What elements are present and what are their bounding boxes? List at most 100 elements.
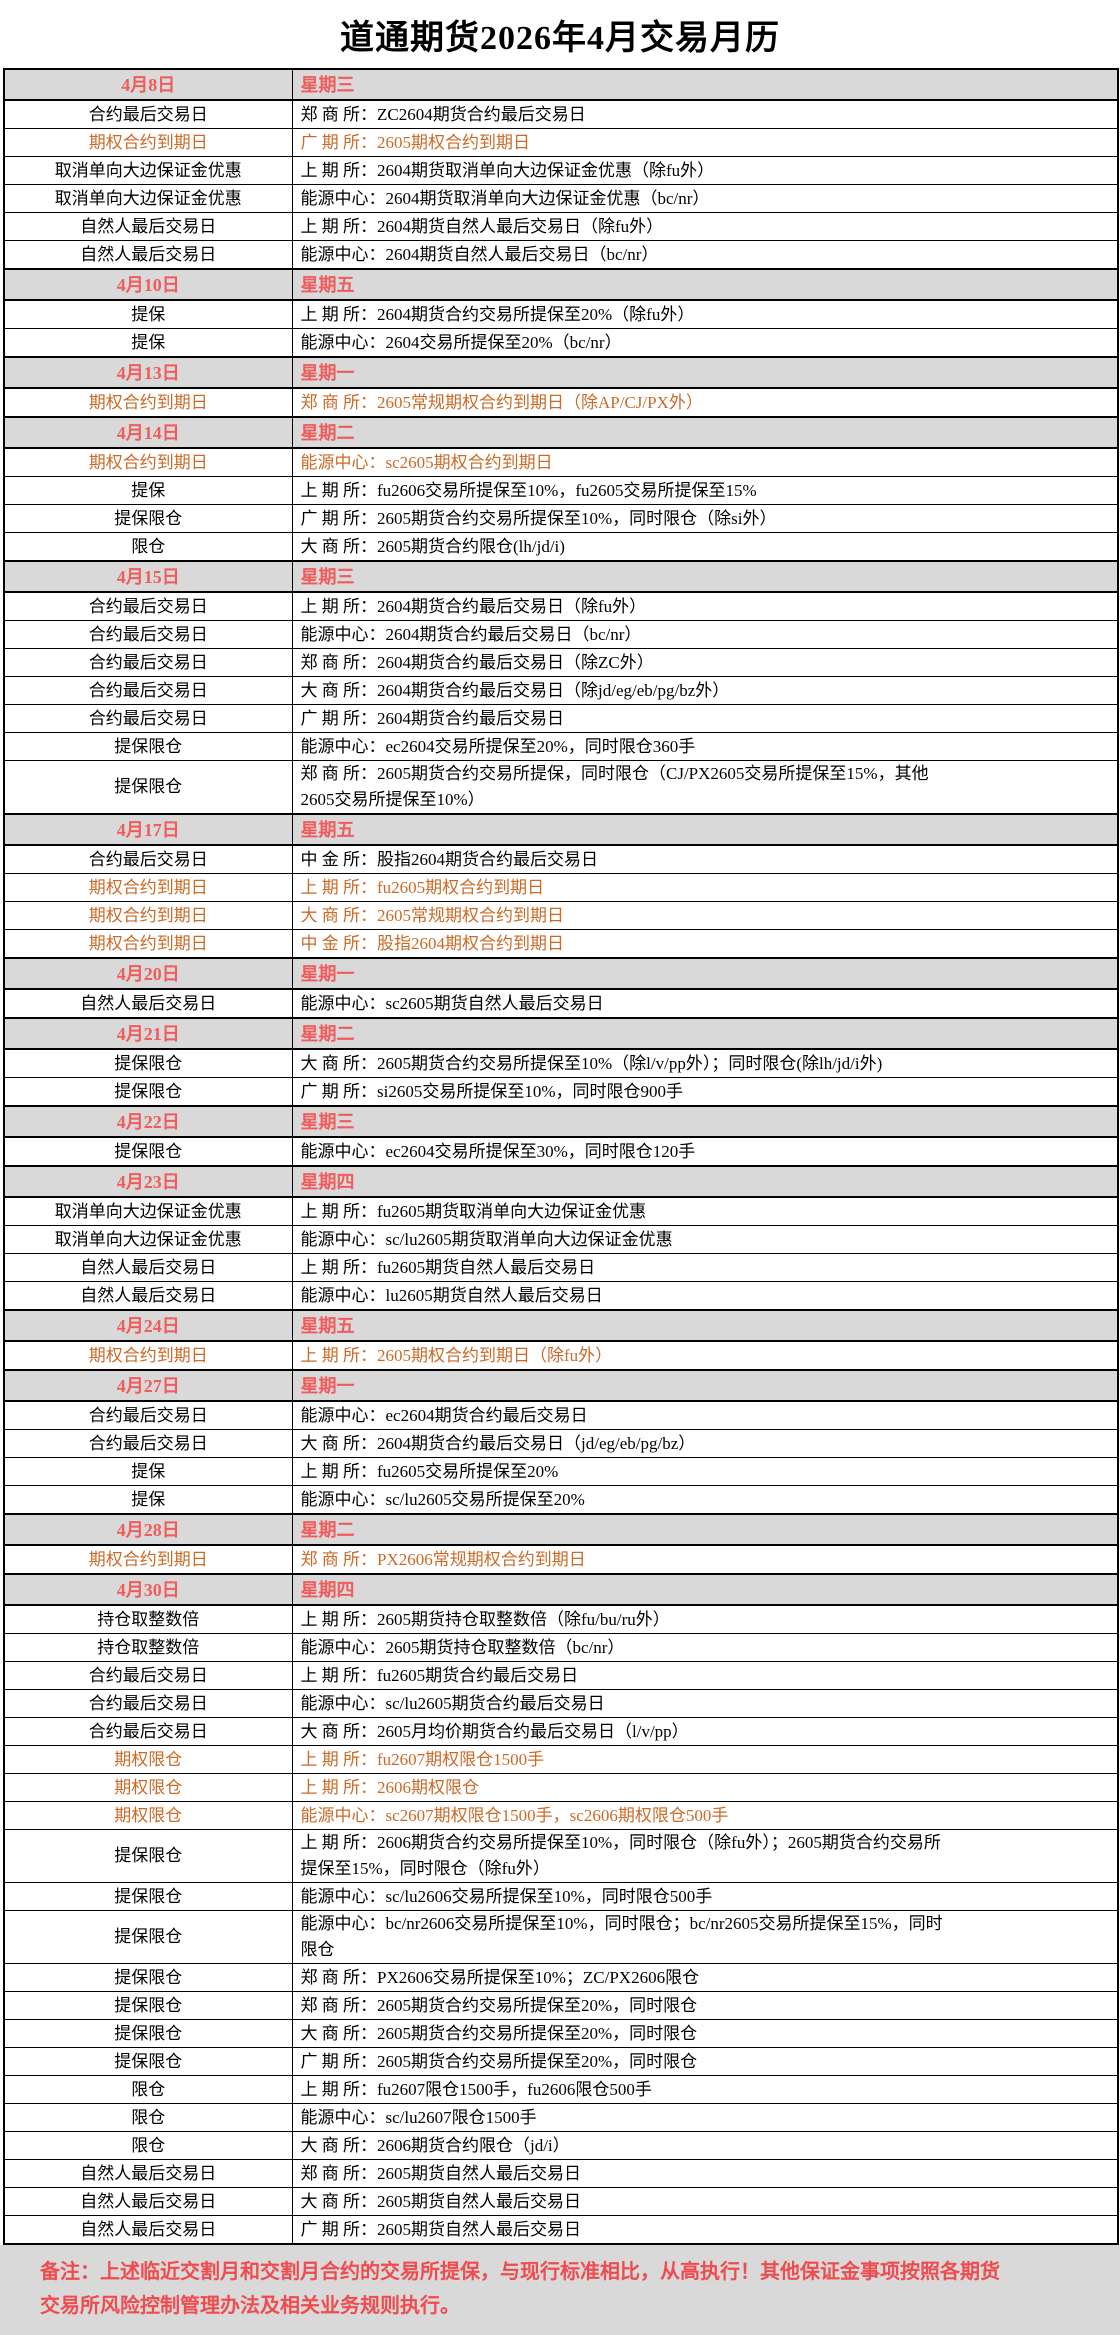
- event-row: 期权合约到期日中 金 所：股指2604期权合约到期日: [3, 929, 1119, 959]
- calendar-table-body: 4月8日 星期三 合约最后交易日郑 商 所：ZC2604期货合约最后交易日 期权合约到…: [3, 68, 1119, 2245]
- event-row: 合约最后交易日大 商 所：2604期货合约最后交易日（除jd/eg/eb/pg/…: [3, 676, 1119, 705]
- event-type-cell: 提保: [3, 328, 293, 358]
- event-detail-cell: 能源中心：2604期货取消单向大边保证金优惠（bc/nr）: [291, 184, 1119, 213]
- event-detail-cell: 能源中心：sc2605期权合约到期日: [291, 447, 1119, 477]
- event-row: 取消单向大边保证金优惠上 期 所：fu2605期货取消单向大边保证金优惠: [3, 1196, 1119, 1226]
- event-row: 自然人最后交易日上 期 所：2604期货自然人最后交易日（除fu外）: [3, 212, 1119, 241]
- event-row: 合约最后交易日广 期 所：2604期货合约最后交易日: [3, 704, 1119, 733]
- date-cell: 4月8日: [3, 68, 293, 101]
- event-detail-cell: 能源中心：bc/nr2606交易所提保至10%，同时限仓；bc/nr2605交易…: [291, 1910, 1119, 1964]
- date-header-row: 4月8日 星期三: [3, 68, 1119, 101]
- date-cell: 4月27日: [3, 1369, 293, 1402]
- date-cell: 4月20日: [3, 957, 293, 990]
- event-detail-cell: 上 期 所：2605期货持仓取整数倍（除fu/bu/ru外）: [291, 1604, 1119, 1634]
- event-type-cell: 持仓取整数倍: [3, 1633, 293, 1662]
- event-row: 合约最后交易日中 金 所：股指2604期货合约最后交易日: [3, 844, 1119, 874]
- event-row: 提保限仓大 商 所：2605期货合约交易所提保至20%，同时限仓: [3, 2019, 1119, 2048]
- weekday-cell: 星期五: [291, 1309, 1119, 1342]
- event-type-cell: 期权限仓: [3, 1773, 293, 1802]
- event-detail-cell: 上 期 所：2604期货合约最后交易日（除fu外）: [291, 591, 1119, 621]
- event-row: 期权合约到期日大 商 所：2605常规期权合约到期日: [3, 901, 1119, 930]
- event-row: 取消单向大边保证金优惠上 期 所：2604期货取消单向大边保证金优惠（除fu外）: [3, 156, 1119, 185]
- event-detail-cell: 能源中心：ec2604交易所提保至20%，同时限仓360手: [291, 732, 1119, 761]
- event-type-cell: 自然人最后交易日: [3, 1281, 293, 1311]
- weekday-cell: 星期四: [291, 1165, 1119, 1198]
- event-type-cell: 自然人最后交易日: [3, 2215, 293, 2245]
- weekday-cell: 星期二: [291, 1017, 1119, 1050]
- event-row: 限仓 能源中心：sc/lu2607限仓1500手: [3, 2103, 1119, 2132]
- event-type-cell: 提保限仓: [3, 504, 293, 533]
- weekday-cell: 星期一: [291, 957, 1119, 990]
- event-row: 提保限仓郑 商 所：PX2606交易所提保至10%；ZC/PX2606限仓: [3, 1963, 1119, 1992]
- event-row: 提保限仓广 期 所：si2605交易所提保至10%，同时限仓900手: [3, 1077, 1119, 1107]
- event-type-cell: 自然人最后交易日: [3, 212, 293, 241]
- event-type-cell: 自然人最后交易日: [3, 988, 293, 1019]
- event-detail-cell: 上 期 所：2606期货合约交易所提保至10%，同时限仓（除fu外）；2605期…: [291, 1829, 1119, 1883]
- event-detail-cell: 郑 商 所：2605期货合约交易所提保，同时限仓（CJ/PX2605交易所提保至…: [291, 760, 1119, 815]
- event-type-cell: 合约最后交易日: [3, 591, 293, 621]
- event-type-cell: 取消单向大边保证金优惠: [3, 1196, 293, 1226]
- event-type-cell: 自然人最后交易日: [3, 240, 293, 270]
- event-type-cell: 提保限仓: [3, 1910, 293, 1964]
- event-type-cell: 提保限仓: [3, 1077, 293, 1107]
- event-type-cell: 合约最后交易日: [3, 1429, 293, 1458]
- event-row: 提保上 期 所：fu2606交易所提保至10%，fu2605交易所提保至15%: [3, 476, 1119, 505]
- date-header-row: 4月14日 星期二: [3, 416, 1119, 449]
- event-detail-cell: 广 期 所：2604期货合约最后交易日: [291, 704, 1119, 733]
- event-detail-cell: 上 期 所：fu2607限仓1500手，fu2606限仓500手: [291, 2075, 1119, 2104]
- event-row: 限仓上 期 所：fu2607限仓1500手，fu2606限仓500手: [3, 2075, 1119, 2104]
- event-row: 自然人最后交易日上 期 所：fu2605期货自然人最后交易日: [3, 1253, 1119, 1282]
- event-row: 期权合约到期日广 期 所：2605期权合约到期日: [3, 128, 1119, 157]
- event-row: 期权合约到期日郑 商 所：PX2606常规期权合约到期日: [3, 1544, 1119, 1575]
- event-detail-cell: 大 商 所：2605期货合约限仓(lh/jd/i): [291, 532, 1119, 562]
- event-detail-cell: 郑 商 所：2604期货合约最后交易日（除ZC外）: [291, 648, 1119, 677]
- date-cell: 4月15日: [3, 560, 293, 593]
- event-detail-cell: 能源中心：sc/lu2606交易所提保至10%，同时限仓500手: [291, 1882, 1119, 1911]
- weekday-cell: 星期二: [291, 1513, 1119, 1546]
- event-detail-cell: 大 商 所：2605期货合约交易所提保至20%，同时限仓: [291, 2019, 1119, 2048]
- event-row: 期权限仓上 期 所：2606期权限仓: [3, 1773, 1119, 1802]
- event-detail-cell: 能源中心：sc/lu2605期货取消单向大边保证金优惠: [291, 1225, 1119, 1254]
- event-row: 自然人最后交易日 能源中心：lu2605期货自然人最后交易日: [3, 1281, 1119, 1311]
- event-detail-cell: 郑 商 所：2605期货自然人最后交易日: [291, 2159, 1119, 2188]
- date-header-row: 4月24日 星期五: [3, 1309, 1119, 1342]
- date-cell: 4月24日: [3, 1309, 293, 1342]
- event-type-cell: 限仓: [3, 2131, 293, 2160]
- event-type-cell: 期权合约到期日: [3, 1340, 293, 1371]
- event-row: 自然人最后交易日广 期 所：2605期货自然人最后交易日: [3, 2215, 1119, 2245]
- event-type-cell: 限仓: [3, 2075, 293, 2104]
- event-detail-cell: 上 期 所：2606期权限仓: [291, 1773, 1119, 1802]
- event-type-cell: 合约最后交易日: [3, 648, 293, 677]
- event-detail-cell: 广 期 所：2605期货合约交易所提保至20%，同时限仓: [291, 2047, 1119, 2076]
- event-row: 提保限仓 能源中心：sc/lu2606交易所提保至10%，同时限仓500手: [3, 1882, 1119, 1911]
- date-header-row: 4月17日 星期五: [3, 813, 1119, 846]
- weekday-cell: 星期三: [291, 560, 1119, 593]
- event-row: 持仓取整数倍上 期 所：2605期货持仓取整数倍（除fu/bu/ru外）: [3, 1604, 1119, 1634]
- event-detail-cell: 郑 商 所：2605常规期权合约到期日（除AP/CJ/PX外）: [291, 387, 1119, 418]
- event-type-cell: 提保限仓: [3, 732, 293, 761]
- event-row: 提保 能源中心：2604交易所提保至20%（bc/nr）: [3, 328, 1119, 358]
- event-detail-cell: 广 期 所：2605期权合约到期日: [291, 128, 1119, 157]
- date-cell: 4月22日: [3, 1105, 293, 1138]
- event-row: 限仓大 商 所：2606期货合约限仓（jd/i）: [3, 2131, 1119, 2160]
- event-detail-cell: 中 金 所：股指2604期货合约最后交易日: [291, 844, 1119, 874]
- event-type-cell: 期权合约到期日: [3, 929, 293, 959]
- event-type-cell: 取消单向大边保证金优惠: [3, 184, 293, 213]
- event-type-cell: 自然人最后交易日: [3, 2159, 293, 2188]
- date-header-row: 4月13日 星期一: [3, 356, 1119, 389]
- event-type-cell: 期权限仓: [3, 1745, 293, 1774]
- event-detail-cell: 上 期 所：fu2605期货取消单向大边保证金优惠: [291, 1196, 1119, 1226]
- event-detail-cell: 能源中心：sc/lu2605期货合约最后交易日: [291, 1689, 1119, 1718]
- event-row: 持仓取整数倍 能源中心：2605期货持仓取整数倍（bc/nr）: [3, 1633, 1119, 1662]
- event-row: 合约最后交易日 能源中心：2604期货合约最后交易日（bc/nr）: [3, 620, 1119, 649]
- event-row: 提保上 期 所：2604期货合约交易所提保至20%（除fu外）: [3, 299, 1119, 329]
- date-cell: 4月17日: [3, 813, 293, 846]
- date-cell: 4月30日: [3, 1573, 293, 1606]
- event-row: 合约最后交易日大 商 所：2605月均价期货合约最后交易日（l/v/pp）: [3, 1717, 1119, 1746]
- event-detail-cell: 广 期 所：2605期货合约交易所提保至10%，同时限仓（除si外）: [291, 504, 1119, 533]
- event-row: 期权合约到期日郑 商 所：2605常规期权合约到期日（除AP/CJ/PX外）: [3, 387, 1119, 418]
- event-detail-cell: 能源中心：ec2604交易所提保至30%，同时限仓120手: [291, 1136, 1119, 1167]
- event-row: 期权合约到期日上 期 所：fu2605期权合约到期日: [3, 873, 1119, 902]
- event-row: 提保限仓上 期 所：2606期货合约交易所提保至10%，同时限仓（除fu外）；2…: [3, 1829, 1119, 1883]
- event-row: 自然人最后交易日大 商 所：2605期货自然人最后交易日: [3, 2187, 1119, 2216]
